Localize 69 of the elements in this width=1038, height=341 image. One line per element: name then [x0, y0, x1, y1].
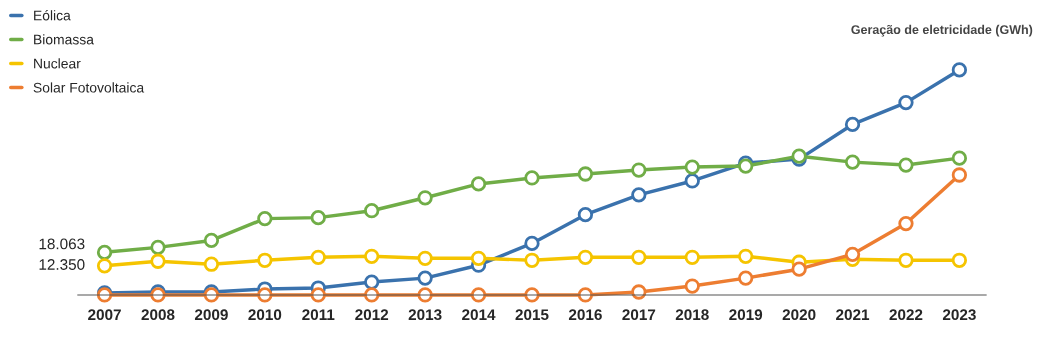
x-tick-label: 2013 [408, 309, 442, 321]
x-tick-label: 2018 [675, 309, 709, 321]
legend-label: Nuclear [34, 58, 81, 69]
point [844, 154, 861, 170]
point [898, 157, 914, 173]
x-tick-label: 2012 [355, 309, 389, 321]
point [684, 249, 700, 265]
data-label: 12.350 [39, 259, 85, 270]
point [364, 248, 380, 264]
point [203, 256, 220, 272]
point [684, 278, 700, 294]
point [257, 252, 273, 268]
point [96, 244, 113, 260]
x-tick-label: 2010 [248, 309, 282, 321]
point [684, 159, 700, 175]
x-tick-label: 2023 [942, 309, 976, 321]
point [844, 116, 861, 133]
point [738, 270, 754, 286]
point [951, 167, 968, 183]
chart-title: Geração de eletricidade (GWh) [851, 24, 1033, 37]
point [631, 187, 647, 203]
point [951, 150, 968, 166]
point [951, 252, 968, 268]
point [417, 190, 433, 206]
x-tick-label: 2008 [141, 309, 175, 321]
point [684, 173, 700, 189]
x-tick-label: 2011 [302, 309, 335, 321]
point [150, 253, 166, 269]
point [791, 261, 807, 277]
x-tick-label: 2022 [889, 309, 923, 321]
x-tick-label: 2015 [515, 309, 549, 321]
x-tick-label: 2016 [568, 309, 602, 321]
point [470, 176, 487, 192]
point [417, 270, 433, 286]
point [898, 252, 914, 268]
point [257, 210, 273, 227]
x-tick-label: 2007 [88, 309, 121, 321]
x-tick-label: 2020 [782, 309, 816, 321]
point [96, 258, 113, 274]
point [203, 232, 220, 249]
point [524, 235, 540, 252]
point [577, 207, 594, 223]
point [524, 252, 540, 268]
point [364, 274, 380, 290]
legend-label: Eólica [34, 10, 71, 21]
point [898, 94, 914, 111]
point [631, 249, 647, 265]
point [738, 248, 754, 264]
x-tick-label: 2019 [729, 309, 763, 321]
point [524, 170, 540, 186]
x-tick-label: 2021 [836, 309, 870, 321]
point [364, 203, 380, 219]
x-tick-label: 2017 [622, 309, 656, 321]
data-label: 18.063 [39, 238, 85, 250]
x-tick-label: 2009 [194, 309, 228, 321]
point [577, 249, 594, 265]
point [470, 250, 487, 266]
point [577, 166, 594, 182]
point [844, 246, 861, 262]
point [310, 249, 326, 265]
legend-label: Biomassa [34, 34, 94, 45]
x-tick-label: 2014 [462, 309, 496, 321]
legend-label: Solar Fotovoltaica [33, 82, 145, 93]
point [150, 239, 166, 256]
point [417, 250, 433, 266]
point [898, 215, 914, 232]
point [310, 209, 326, 226]
point [951, 62, 968, 78]
point [631, 162, 647, 178]
